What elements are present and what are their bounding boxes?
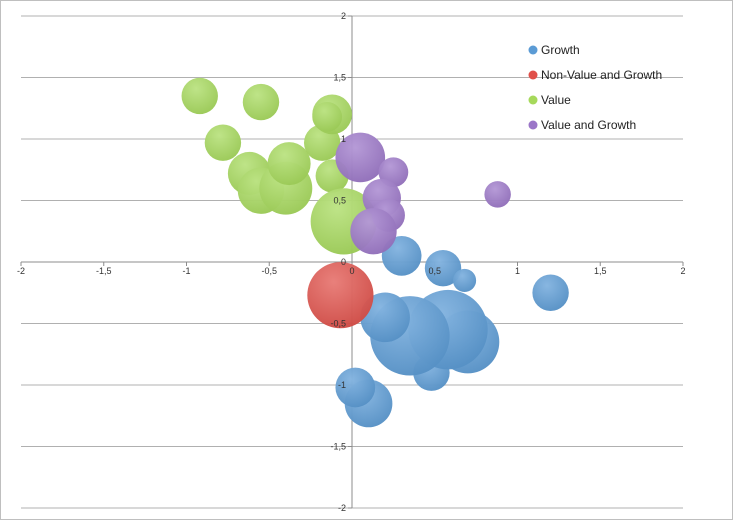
y-tick-label: -1,5: [330, 442, 346, 452]
bubble-value-and-growth: [350, 208, 397, 255]
bubble-value: [242, 83, 280, 121]
axes: [20, 15, 684, 509]
bubble-growth: [424, 249, 462, 287]
x-tick-label: -1,5: [96, 266, 112, 276]
y-tick-label: -1: [338, 380, 346, 390]
x-tick-label: 0,5: [428, 266, 441, 276]
legend-marker-non-value-and-growth: [528, 70, 538, 80]
y-tick-label: 1,5: [333, 73, 346, 83]
legend-label-non-value-and-growth: Non-Value and Growth: [541, 68, 662, 82]
legend-marker-growth: [528, 45, 538, 55]
bubble-non-value-and-growth: [307, 262, 374, 329]
bubble-growth: [452, 268, 477, 293]
y-tick-label: 0: [341, 257, 346, 267]
x-tick-label: 2: [680, 266, 685, 276]
x-tick-label: 1: [515, 266, 520, 276]
legend-label-growth: Growth: [541, 43, 580, 57]
x-tick-label: 0: [349, 266, 354, 276]
bubble-growth: [360, 292, 410, 343]
legend-label-value: Value: [541, 93, 571, 107]
y-tick-label: 2: [341, 11, 346, 21]
x-tick-label: 1,5: [594, 266, 607, 276]
x-tick-label: -1: [182, 266, 190, 276]
legend-marker-value: [528, 95, 538, 105]
y-tick-label: 0,5: [333, 196, 346, 206]
bubble-value: [181, 77, 218, 115]
bubble-value: [267, 142, 311, 186]
y-tick-label: 1: [341, 134, 346, 144]
legend-label-value-and-growth: Value and Growth: [541, 118, 636, 132]
bubble-growth: [381, 235, 422, 276]
bubbles: [181, 77, 569, 428]
x-tick-label: -2: [17, 266, 25, 276]
tick-labels: -2 -1,5 -1 -0,5 0 0,5 1 1,5 2 2 1,5 1 0,5 0 -0,5 -1 -1,5…: [17, 11, 686, 513]
bubble-growth: [532, 274, 569, 311]
legend-marker-value-and-growth: [528, 120, 538, 130]
bubble-value-and-growth: [484, 181, 511, 208]
legend: Growth Non-Value and Growth Value Value and…: [528, 43, 662, 132]
y-tick-label: -2: [338, 503, 346, 513]
bubble-growth: [335, 367, 376, 408]
x-tick-label: -0,5: [261, 266, 277, 276]
bubble-value-and-growth: [335, 132, 386, 183]
y-tick-label: -0,5: [330, 319, 346, 329]
bubble-value: [204, 124, 242, 161]
bubble-value: [312, 101, 343, 132]
